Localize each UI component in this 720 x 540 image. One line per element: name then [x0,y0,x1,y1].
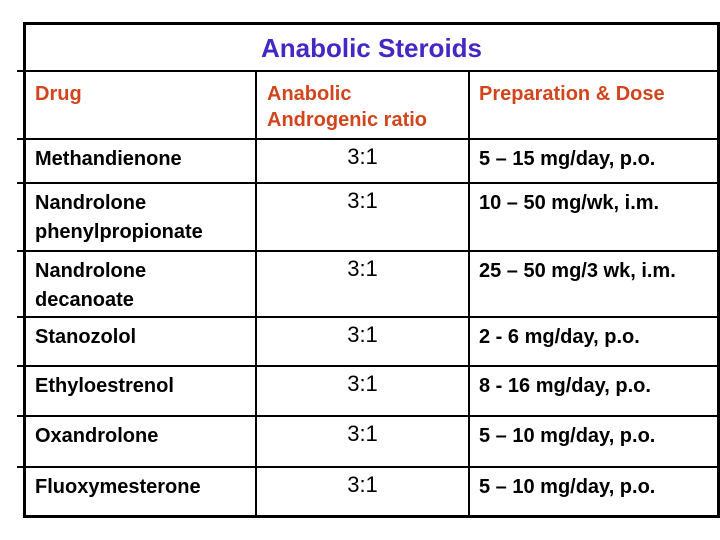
ratio-value: 3:1 [255,367,470,415]
table-row-methandienone: Methandienone 3:1 5 – 15 mg/day, p.o. [17,138,717,182]
drug-name: Nandrolone decanoate [35,260,147,311]
ratio-value: 3:1 [255,417,470,466]
ratio-value: 3:1 [255,184,470,250]
ratio-value: 3:1 [255,140,470,182]
table-row-nandrolone-decanoate: Nandrolone decanoate 3:1 25 – 50 mg/3 wk… [17,250,717,316]
column-header-anabolic-androgenic-ratio: Anabolic Androgenic ratio [255,72,470,138]
steroids-table: Anabolic Steroids Drug Anabolic Androgen… [17,22,720,518]
drug-name: Fluoxymesterone [35,476,201,498]
drug-name: Oxandrolone [35,425,159,447]
drug-name: Methandienone [35,148,182,170]
dose-value: 10 – 50 mg/wk, i.m. [479,192,660,214]
dose-value: 8 - 16 mg/day, p.o. [479,375,651,397]
page-title: Anabolic Steroids [260,32,483,63]
dose-value: 5 – 10 mg/day, p.o. [479,476,656,498]
table-title-row: Anabolic Steroids [26,25,717,70]
drug-name: Nandrolone phenylpropionate [35,192,203,243]
dose-value: 25 – 50 mg/3 wk, i.m. [479,260,676,282]
table-row-oxandrolone: Oxandrolone 3:1 5 – 10 mg/day, p.o. [17,415,717,466]
table-header-row: Drug Anabolic Androgenic ratio Preparati… [17,70,717,138]
ratio-value: 3:1 [255,318,470,365]
dose-value: 2 - 6 mg/day, p.o. [479,326,640,348]
table-row-nandrolone-phenylpropionate: Nandrolone phenylpropionate 3:1 10 – 50 … [17,182,717,250]
ratio-value: 3:1 [255,252,470,316]
drug-name: Stanozolol [35,326,137,348]
dose-value: 5 – 10 mg/day, p.o. [479,425,656,447]
table-row-ethyloestrenol: Ethyloestrenol 3:1 8 - 16 mg/day, p.o. [17,365,717,415]
dose-value: 5 – 15 mg/day, p.o. [479,148,656,170]
ratio-value: 3:1 [255,468,470,515]
column-header-preparation-dose: Preparation & Dose [479,83,665,105]
column-header-drug: Drug [35,83,82,105]
drug-name: Ethyloestrenol [35,375,174,397]
table-row-stanozolol: Stanozolol 3:1 2 - 6 mg/day, p.o. [17,316,717,365]
table-row-fluoxymesterone: Fluoxymesterone 3:1 5 – 10 mg/day, p.o. [17,466,717,515]
